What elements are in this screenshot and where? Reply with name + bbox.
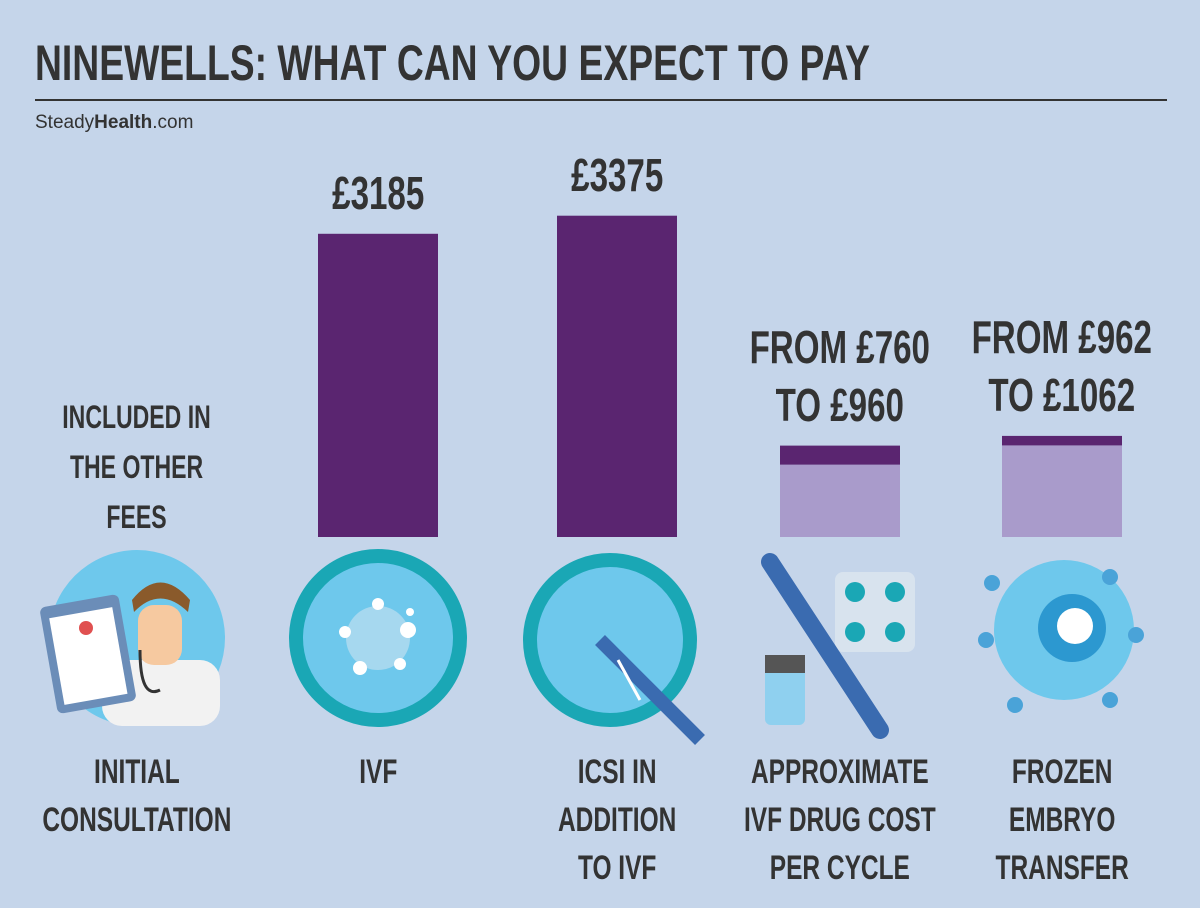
category-label: FROZEN EMBRYO TRANSFER — [995, 753, 1129, 887]
category-label: ICSI IN ADDITION TO IVF — [557, 753, 677, 887]
bar-low — [780, 464, 900, 537]
icon-doctor — [40, 550, 225, 726]
icon-embryo — [978, 560, 1144, 713]
category-label: APPROXIMATE IVF DRUG COST PER CYCLE — [744, 753, 936, 887]
category-label: INITIAL CONSULTATION — [42, 753, 232, 839]
value-label: FROM £962 TO £1062 — [971, 310, 1153, 421]
value-label: FROM £760 TO £960 — [749, 320, 931, 431]
bar — [318, 233, 438, 537]
category-label: IVF — [358, 753, 398, 791]
note-label: INCLUDED IN THE OTHER FEES — [62, 399, 212, 535]
value-label: £3185 — [331, 166, 425, 219]
bar-low — [1002, 445, 1122, 537]
bar — [557, 215, 677, 537]
icon-syringe — [761, 553, 915, 739]
source-prefix: Steady — [35, 112, 95, 133]
source-brand: Health — [94, 112, 152, 133]
value-label: £3375 — [570, 148, 664, 201]
bar-range — [1002, 435, 1122, 446]
chart-title: NINEWELLS: WHAT CAN YOU EXPECT TO PAY — [35, 35, 870, 91]
source-suffix: .com — [152, 112, 193, 133]
source: SteadyHealth.com — [35, 112, 193, 133]
bar-range — [780, 445, 900, 465]
icon-ivf — [289, 549, 467, 727]
icon-icsi — [523, 553, 705, 745]
